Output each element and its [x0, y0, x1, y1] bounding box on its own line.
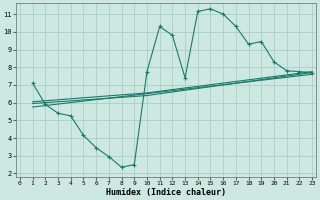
X-axis label: Humidex (Indice chaleur): Humidex (Indice chaleur) — [106, 188, 226, 197]
